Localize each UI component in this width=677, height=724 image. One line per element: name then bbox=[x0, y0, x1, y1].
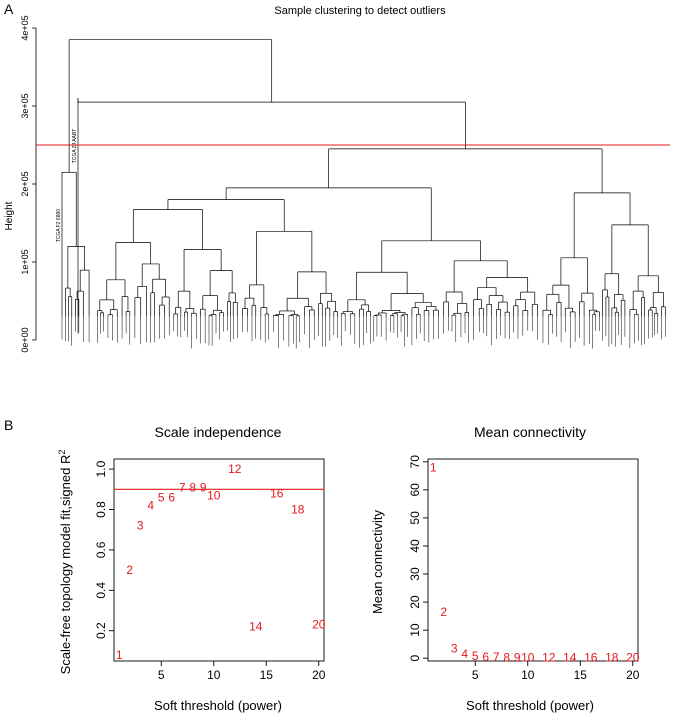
si-point-label: 6 bbox=[168, 490, 175, 504]
si-point-label: 16 bbox=[270, 486, 284, 500]
si-point-label: 1 bbox=[116, 648, 123, 662]
mean-connectivity-y-label: Mean connectivity bbox=[370, 509, 385, 614]
si-point-label: 20 bbox=[312, 618, 326, 632]
mc-y-tick-label: 60 bbox=[408, 483, 422, 497]
dendrogram-outlier-label: TCGA 2J AABT bbox=[72, 129, 78, 163]
mean-connectivity-title: Mean connectivity bbox=[474, 424, 586, 440]
mc-point-label: 12 bbox=[542, 651, 556, 665]
mc-y-tick-label: 40 bbox=[408, 539, 422, 553]
dendrogram-y-tick-label: 0e+00 bbox=[20, 327, 30, 352]
mc-point-label: 18 bbox=[605, 651, 619, 665]
mc-point-label: 20 bbox=[626, 651, 640, 665]
si-point-label: 4 bbox=[147, 498, 154, 512]
dendrogram-tree bbox=[61, 39, 666, 317]
scale-independence-panel: Scale independence Soft threshold (power… bbox=[57, 424, 326, 713]
dendrogram-y-tick-label: 4e+05 bbox=[20, 15, 30, 40]
mean-connectivity-x-label: Soft threshold (power) bbox=[466, 698, 594, 713]
mc-point-label: 6 bbox=[482, 650, 489, 664]
dendrogram-y-axis: 0e+00 1e+05 2e+05 3e+05 4e+05 bbox=[20, 15, 37, 353]
mc-x-tick-label: 15 bbox=[574, 668, 588, 682]
mc-point-label: 2 bbox=[440, 605, 447, 619]
panel-label-a: A bbox=[4, 1, 14, 17]
mc-x-tick-label: 5 bbox=[472, 668, 479, 682]
si-point-label: 8 bbox=[189, 480, 196, 494]
dendrogram-panel: Sample clustering to detect outliers Hei… bbox=[4, 5, 670, 353]
scale-independence-x-label: Soft threshold (power) bbox=[154, 698, 282, 713]
mc-x-tick-label: 10 bbox=[521, 668, 535, 682]
mc-point-label: 4 bbox=[461, 647, 468, 661]
mc-point-label: 8 bbox=[503, 650, 510, 664]
mc-y-tick-label: 70 bbox=[408, 455, 422, 469]
panel-label-b: B bbox=[4, 417, 13, 433]
si-point-label: 18 bbox=[291, 503, 305, 517]
mc-y-tick-label: 10 bbox=[408, 623, 422, 637]
si-point-label: 2 bbox=[126, 563, 133, 577]
dendrogram-y-label: Height bbox=[4, 201, 15, 230]
mean-connectivity-panel: Mean connectivity Soft threshold (power)… bbox=[370, 424, 640, 713]
si-point-label: 14 bbox=[249, 620, 263, 634]
scale-independence-y-label: Scale-free topology model fit,signed R2 bbox=[57, 450, 73, 675]
si-x-tick-label: 15 bbox=[260, 668, 274, 682]
mc-point-label: 9 bbox=[514, 650, 521, 664]
si-point-label: 5 bbox=[158, 490, 165, 504]
si-y-tick-label: 1.0 bbox=[94, 460, 108, 477]
mc-point-label: 5 bbox=[472, 649, 479, 663]
si-point-label: 10 bbox=[207, 488, 221, 502]
mc-point-label: 10 bbox=[521, 651, 535, 665]
si-point-label: 7 bbox=[179, 480, 186, 494]
si-y-tick-label: 0.6 bbox=[94, 541, 108, 558]
mc-y-tick-label: 0 bbox=[408, 655, 422, 662]
scale-independence-plot-frame bbox=[113, 458, 325, 662]
dendrogram-y-tick-label: 1e+05 bbox=[20, 249, 30, 274]
mc-point-label: 16 bbox=[584, 651, 598, 665]
scale-independence-title: Scale independence bbox=[155, 424, 282, 440]
scale-independence-axes: 5 10 15 200.20.40.60.81.0 bbox=[94, 460, 326, 682]
si-point-label: 3 bbox=[137, 519, 144, 533]
si-y-tick-label: 0.2 bbox=[94, 622, 108, 639]
si-y-tick-label: 0.4 bbox=[94, 582, 108, 599]
si-point-label: 9 bbox=[200, 480, 207, 494]
mean-connectivity-plot-frame bbox=[427, 458, 639, 662]
mc-point-label: 3 bbox=[451, 641, 458, 655]
mc-point-label: 14 bbox=[563, 651, 577, 665]
mean-connectivity-points: 123 4 5 6 7 8 9 10 12 14 16 18 20 bbox=[430, 460, 640, 664]
mc-y-tick-label: 50 bbox=[408, 511, 422, 525]
mc-x-tick-label: 20 bbox=[626, 668, 640, 682]
si-x-tick-label: 5 bbox=[158, 668, 165, 682]
mc-point-label: 7 bbox=[493, 650, 500, 664]
dendrogram-y-tick-label: 3e+05 bbox=[20, 93, 30, 118]
scale-independence-y-label-superscript: 2 bbox=[57, 450, 67, 455]
mc-point-label: 1 bbox=[430, 460, 437, 474]
mc-y-tick-label: 30 bbox=[408, 567, 422, 581]
si-y-tick-label: 0.8 bbox=[94, 501, 108, 518]
si-x-tick-label: 20 bbox=[312, 668, 326, 682]
dendrogram-leaf-labels: TCGA F2 6880 TCGA 2J AABT bbox=[56, 129, 666, 349]
mc-y-tick-label: 20 bbox=[408, 595, 422, 609]
scale-independence-y-label-main: Scale-free topology model fit,signed R bbox=[58, 455, 73, 675]
dendrogram-y-tick-label: 2e+05 bbox=[20, 171, 30, 196]
dendrogram-title: Sample clustering to detect outliers bbox=[274, 5, 446, 17]
dendrogram-outlier-label: TCGA F2 6880 bbox=[56, 209, 62, 243]
si-x-tick-label: 10 bbox=[207, 668, 221, 682]
si-point-label: 12 bbox=[228, 462, 242, 476]
